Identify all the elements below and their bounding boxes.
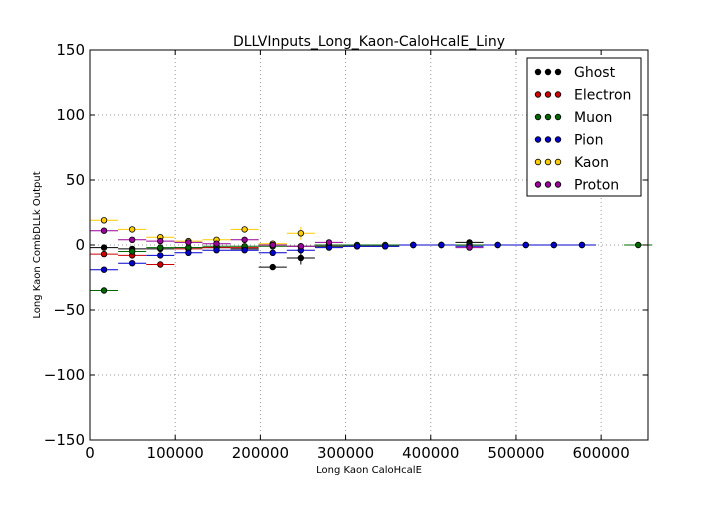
legend-marker (534, 181, 542, 188)
data-point (128, 226, 136, 233)
y-tick-label: 100 (56, 106, 85, 124)
legend-marker (544, 68, 552, 76)
legend-marker (534, 136, 542, 143)
y-tick-label: 50 (66, 171, 85, 189)
data-point (213, 246, 220, 254)
legend-label: Ghost (574, 65, 616, 81)
data-point (438, 241, 445, 249)
legend: Ghost Electron Muon Pion Kaon Proton (526, 57, 642, 197)
legend-item-electron: Electron (534, 88, 631, 104)
legend-label: Pion (574, 133, 603, 149)
data-point (100, 227, 108, 234)
data-point (100, 250, 108, 258)
legend-label: Proton (574, 178, 619, 194)
legend-label: Muon (574, 110, 612, 126)
legend-marker (544, 113, 552, 121)
data-point (550, 241, 558, 249)
data-point (325, 239, 333, 246)
data-point (522, 241, 529, 249)
data-point (128, 248, 136, 255)
legend-item-ghost: Ghost (534, 65, 616, 81)
data-point (100, 217, 108, 224)
axis-ticks: 0 100000 200000 300000 400000 500000 600000 −15… (44, 41, 648, 462)
data-point (241, 226, 248, 233)
legend-marker (554, 136, 562, 143)
legend-item-proton: Proton (534, 178, 619, 194)
data-point (185, 244, 192, 251)
y-axis-label: Long Kaon CombDLLk Output (32, 171, 43, 318)
data-point (578, 241, 586, 249)
x-axis-label: Long Kaon CaloHcalE (316, 465, 422, 476)
data-point (494, 241, 501, 249)
data-point (100, 287, 108, 294)
legend-item-kaon: Kaon (534, 155, 609, 171)
data-point (353, 243, 361, 250)
data-point (297, 243, 305, 250)
data-point (157, 237, 164, 245)
data-point (128, 260, 136, 267)
y-tick-label: −50 (53, 301, 85, 319)
x-tick-label: 0 (85, 444, 95, 462)
data-point (466, 244, 473, 251)
data-point (297, 230, 305, 237)
legend-item-muon: Muon (534, 110, 612, 126)
legend-marker (554, 91, 562, 98)
data-point (157, 261, 164, 268)
data-point (269, 263, 276, 271)
data-point (100, 244, 108, 251)
y-tick-label: 150 (56, 41, 85, 59)
legend-marker (534, 91, 542, 98)
data-point (157, 244, 164, 251)
y-tick-label: −150 (44, 431, 85, 449)
legend-box (526, 57, 642, 197)
legend-marker (554, 68, 562, 76)
data-series (90, 217, 653, 294)
legend-marker (534, 158, 542, 166)
x-tick-label: 100000 (147, 444, 204, 462)
data-point (269, 241, 276, 249)
y-tick-label: −100 (44, 366, 85, 384)
data-point (213, 240, 220, 247)
x-tick-label: 500000 (487, 444, 544, 462)
series-proton (90, 227, 484, 251)
x-tick-label: 400000 (402, 444, 459, 462)
data-point (297, 254, 305, 262)
x-tick-label: 300000 (317, 444, 374, 462)
legend-marker (544, 136, 552, 143)
data-point (269, 249, 276, 256)
data-point (185, 249, 192, 256)
legend-marker (544, 181, 552, 188)
legend-marker (554, 181, 562, 188)
data-point (325, 244, 333, 251)
data-point (635, 241, 642, 249)
legend-marker (554, 113, 562, 121)
legend-marker (544, 158, 552, 166)
legend-label: Electron (574, 88, 631, 104)
legend-label: Kaon (574, 155, 609, 171)
legend-marker (534, 68, 542, 76)
data-point (128, 236, 136, 243)
legend-marker (534, 113, 542, 121)
data-point (381, 243, 389, 250)
x-tick-label: 600000 (573, 444, 630, 462)
chart-title: DLLVInputs_Long_Kaon-CaloHcalE_Liny (233, 34, 505, 50)
y-tick-label: 0 (75, 236, 85, 254)
legend-marker (554, 158, 562, 166)
data-point (157, 252, 164, 259)
x-tick-label: 200000 (232, 444, 289, 462)
data-point (185, 239, 192, 246)
data-point (410, 241, 417, 249)
legend-marker (544, 91, 552, 98)
legend-item-pion: Pion (534, 133, 603, 149)
data-point (241, 246, 248, 254)
data-point (241, 236, 248, 243)
data-point (100, 266, 108, 273)
